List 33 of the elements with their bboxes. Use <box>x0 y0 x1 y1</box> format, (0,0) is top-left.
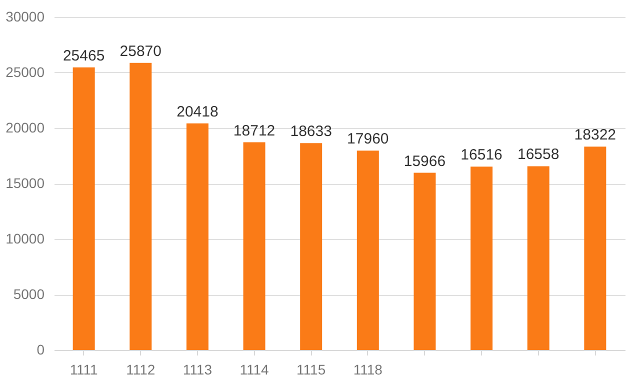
y-tick-label: 15000 <box>6 175 45 191</box>
y-tick-label: 0 <box>36 342 45 358</box>
data-label: 18633 <box>290 123 332 140</box>
bar <box>72 67 95 350</box>
bar <box>527 166 550 350</box>
x-tick-label: 1115 <box>296 362 326 378</box>
x-tick-label: 1113 <box>182 362 212 378</box>
data-label: 18322 <box>574 126 616 144</box>
data-label: 17960 <box>347 130 389 148</box>
data-label: 18712 <box>233 122 276 140</box>
data-label: 16516 <box>460 146 502 164</box>
x-tick-label: 1111 <box>70 362 98 378</box>
y-tick-label: 30000 <box>6 8 45 24</box>
bar <box>300 143 322 350</box>
bar <box>130 62 152 350</box>
data-label: 25870 <box>120 42 162 60</box>
y-tick-label: 25000 <box>6 64 45 80</box>
y-tick-label: 20000 <box>6 120 45 136</box>
y-tick-label: 10000 <box>6 230 45 246</box>
data-label: 16558 <box>517 146 560 164</box>
bar <box>243 142 266 350</box>
x-tick-label: 1118 <box>353 362 383 378</box>
bar <box>356 150 379 350</box>
bar <box>186 123 208 350</box>
x-tick-label: 1114 <box>240 362 270 378</box>
data-label: 15966 <box>404 152 446 170</box>
x-tick-label: 1112 <box>126 362 156 378</box>
y-tick-label: 5000 <box>13 286 45 302</box>
data-label: 20418 <box>176 103 218 120</box>
bar <box>470 166 493 350</box>
data-label: 25465 <box>62 47 105 64</box>
bar <box>414 172 436 350</box>
bar <box>584 146 606 350</box>
